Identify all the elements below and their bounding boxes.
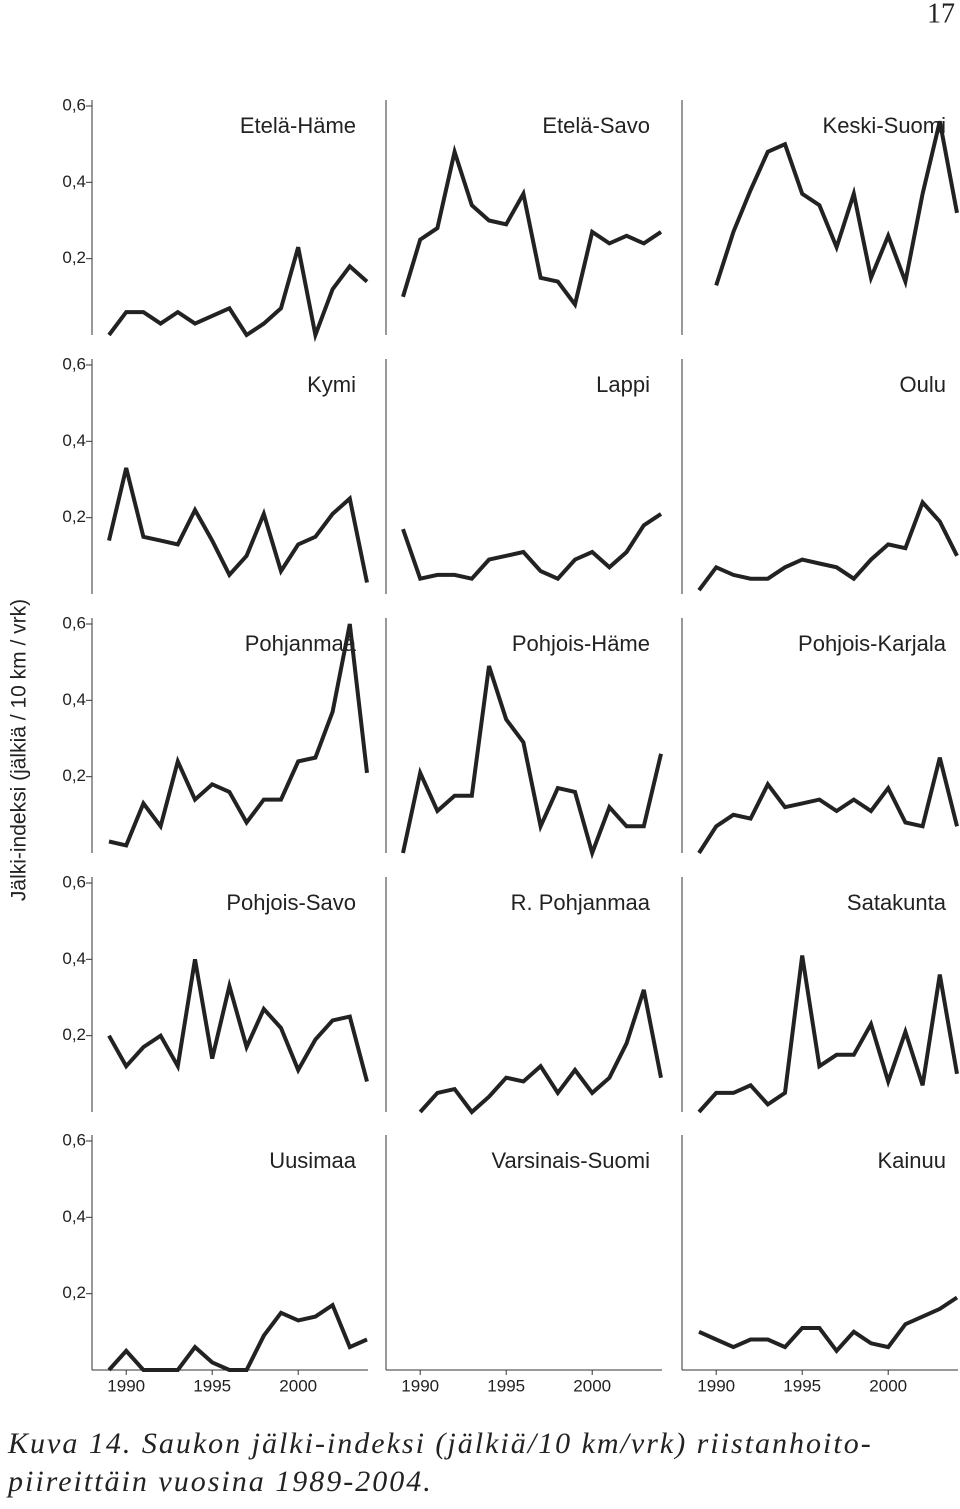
series-line: [401, 665, 663, 860]
x-tick-label: 1990: [107, 1376, 145, 1395]
y-tick-label: 0,6: [62, 613, 86, 632]
series-line: [714, 120, 959, 289]
y-tick-label: 0,6: [62, 872, 86, 891]
panel-title: Pohjois-Häme: [512, 631, 650, 656]
y-tick-label: 0,4: [62, 949, 86, 968]
panel-title: Etelä-Häme: [240, 113, 356, 138]
series-line: [418, 989, 663, 1115]
y-tick-label: 0,4: [62, 431, 86, 450]
series-line: [108, 623, 369, 848]
panel-title: Uusimaa: [269, 1148, 357, 1173]
caption-line: piireittäin vuosina 1989-2004.: [6, 1465, 433, 1498]
panel-title: Oulu: [900, 372, 946, 397]
panel-title: Kainuu: [877, 1148, 946, 1173]
x-tick-label: 1990: [401, 1376, 439, 1395]
panel-title: Satakunta: [847, 890, 947, 915]
series-line: [697, 955, 959, 1114]
panel-title: Keski-Suomi: [823, 113, 946, 138]
y-tick-label: 0,4: [62, 1207, 86, 1226]
x-tick-label: 1995: [487, 1376, 525, 1395]
y-tick-label: 0,2: [62, 248, 86, 267]
series-line: [401, 144, 663, 310]
x-tick-label: 2000: [869, 1376, 907, 1395]
series-line: [107, 246, 369, 343]
x-tick-label: 1995: [193, 1376, 231, 1395]
x-tick-label: 2000: [573, 1376, 611, 1395]
series-line: [697, 757, 959, 855]
y-tick-label: 0,4: [62, 690, 86, 709]
caption-line: Kuva 14. Saukon jälki-indeksi (jälkiä/10…: [7, 1427, 873, 1460]
series-line: [107, 958, 369, 1083]
x-tick-label: 1995: [783, 1376, 821, 1395]
panel-title: Pohjanmaa: [245, 631, 357, 656]
x-tick-label: 2000: [279, 1376, 317, 1395]
y-tick-label: 0,6: [62, 354, 86, 373]
page-number: 17: [927, 0, 955, 29]
panel-title: Pohjois-Savo: [226, 890, 356, 915]
series-line: [107, 467, 369, 583]
y-tick-label: 0,2: [62, 1283, 86, 1302]
y-axis-label: Jälki-indeksi (jälkiä / 10 km / vrk): [8, 599, 31, 901]
panel-title: Etelä-Savo: [542, 113, 650, 138]
series-line: [697, 498, 959, 592]
series-line: [107, 1302, 368, 1372]
panel-title: Kymi: [307, 372, 356, 397]
panel-title: Varsinais-Suomi: [491, 1148, 650, 1173]
x-tick-label: 1990: [697, 1376, 735, 1395]
y-tick-label: 0,6: [62, 1130, 86, 1149]
y-tick-label: 0,2: [62, 766, 86, 785]
y-tick-label: 0,4: [62, 172, 86, 191]
panel-title: R. Pohjanmaa: [511, 890, 651, 915]
y-tick-label: 0,2: [62, 1025, 86, 1044]
panel-title: Lappi: [596, 372, 650, 397]
y-tick-label: 0,6: [62, 95, 86, 114]
y-tick-label: 0,2: [62, 507, 86, 526]
series-line: [401, 512, 663, 582]
series-line: [698, 1295, 959, 1355]
panel-title: Pohjois-Karjala: [798, 631, 947, 656]
